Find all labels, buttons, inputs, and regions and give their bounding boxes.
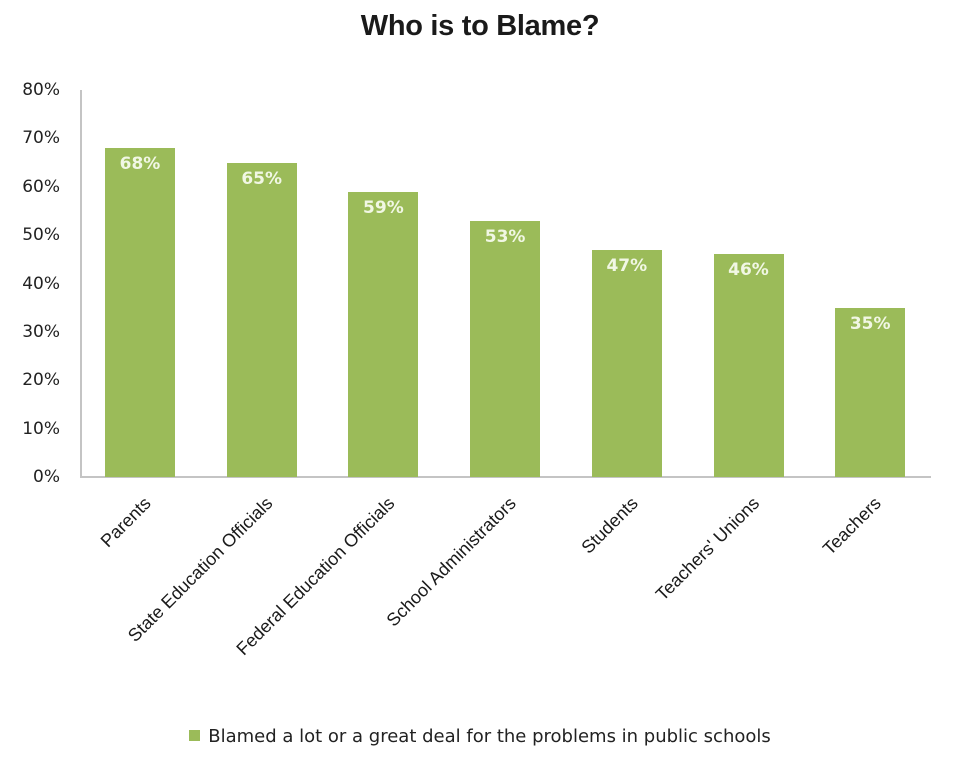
bar: 47% — [591, 249, 662, 477]
bar-value-label: 68% — [119, 154, 161, 175]
x-category-label: Students — [577, 493, 642, 558]
y-tick-label: 50% — [22, 225, 60, 246]
bar: 65% — [226, 162, 297, 477]
legend: Blamed a lot or a great deal for the pro… — [0, 726, 960, 747]
y-tick-label: 10% — [22, 418, 60, 439]
x-category-label: Teachers' Unions — [651, 493, 764, 605]
bar-value-label: 59% — [363, 197, 404, 218]
bar: 59% — [348, 191, 419, 477]
y-tick-label: 20% — [22, 370, 60, 391]
bar-value-label: 35% — [849, 313, 891, 334]
bar: 68% — [105, 148, 175, 477]
x-category-label: School Administrators — [382, 493, 520, 631]
bar: 35% — [835, 307, 906, 477]
bar: 53% — [470, 220, 541, 477]
legend-swatch-icon — [189, 730, 201, 741]
bar-value-label: 47% — [606, 255, 648, 276]
y-tick-label: 60% — [22, 176, 60, 197]
x-category-label: Parents — [96, 493, 155, 552]
y-tick-label: 80% — [22, 80, 60, 100]
x-axis-line — [80, 476, 931, 478]
y-tick-label: 40% — [22, 273, 60, 294]
bar-value-label: 53% — [484, 226, 526, 247]
y-tick-label: 70% — [22, 128, 60, 149]
chart-title: Who is to Blame? — [360, 10, 600, 42]
y-tick-label: 30% — [22, 321, 60, 342]
bar-value-label: 65% — [241, 168, 283, 189]
legend-label: Blamed a lot or a great deal for the pro… — [208, 726, 771, 747]
x-category-label: Teachers — [819, 493, 885, 559]
bar-value-label: 46% — [728, 260, 769, 281]
bar: 46% — [713, 254, 784, 477]
y-axis-line — [80, 90, 82, 478]
y-tick-label: 0% — [33, 467, 60, 487]
